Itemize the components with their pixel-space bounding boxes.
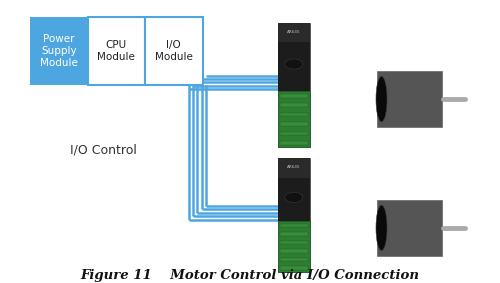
Ellipse shape: [376, 205, 387, 250]
Bar: [280, 224, 307, 227]
Text: Power
Supply
Module: Power Supply Module: [40, 34, 78, 68]
Bar: [278, 158, 310, 178]
Text: Figure 11    Motor Control via I/O Connection: Figure 11 Motor Control via I/O Connecti…: [80, 269, 419, 282]
Ellipse shape: [376, 76, 387, 122]
Bar: [280, 94, 307, 98]
Circle shape: [285, 192, 303, 203]
Bar: [278, 42, 310, 91]
Bar: [278, 221, 310, 272]
Bar: [280, 266, 307, 270]
Bar: [278, 158, 310, 272]
Circle shape: [285, 59, 303, 69]
Bar: [280, 103, 307, 107]
Bar: [378, 200, 442, 256]
Text: CPU
Module: CPU Module: [98, 40, 135, 62]
Bar: [280, 113, 307, 116]
Bar: [278, 23, 310, 42]
Bar: [280, 249, 307, 253]
Bar: [280, 258, 307, 261]
Bar: [278, 178, 310, 221]
Text: AR645: AR645: [287, 29, 300, 34]
Bar: [278, 91, 310, 147]
Bar: [280, 141, 307, 145]
Text: I/O Control: I/O Control: [70, 143, 137, 156]
Bar: [280, 132, 307, 135]
Bar: [280, 122, 307, 126]
Bar: [145, 17, 203, 85]
Text: I/O
Module: I/O Module: [155, 40, 192, 62]
Bar: [280, 232, 307, 236]
Bar: [30, 17, 88, 85]
Text: AR645: AR645: [287, 165, 300, 170]
Bar: [278, 23, 310, 147]
Bar: [280, 241, 307, 244]
Bar: [88, 17, 145, 85]
Bar: [378, 71, 442, 127]
